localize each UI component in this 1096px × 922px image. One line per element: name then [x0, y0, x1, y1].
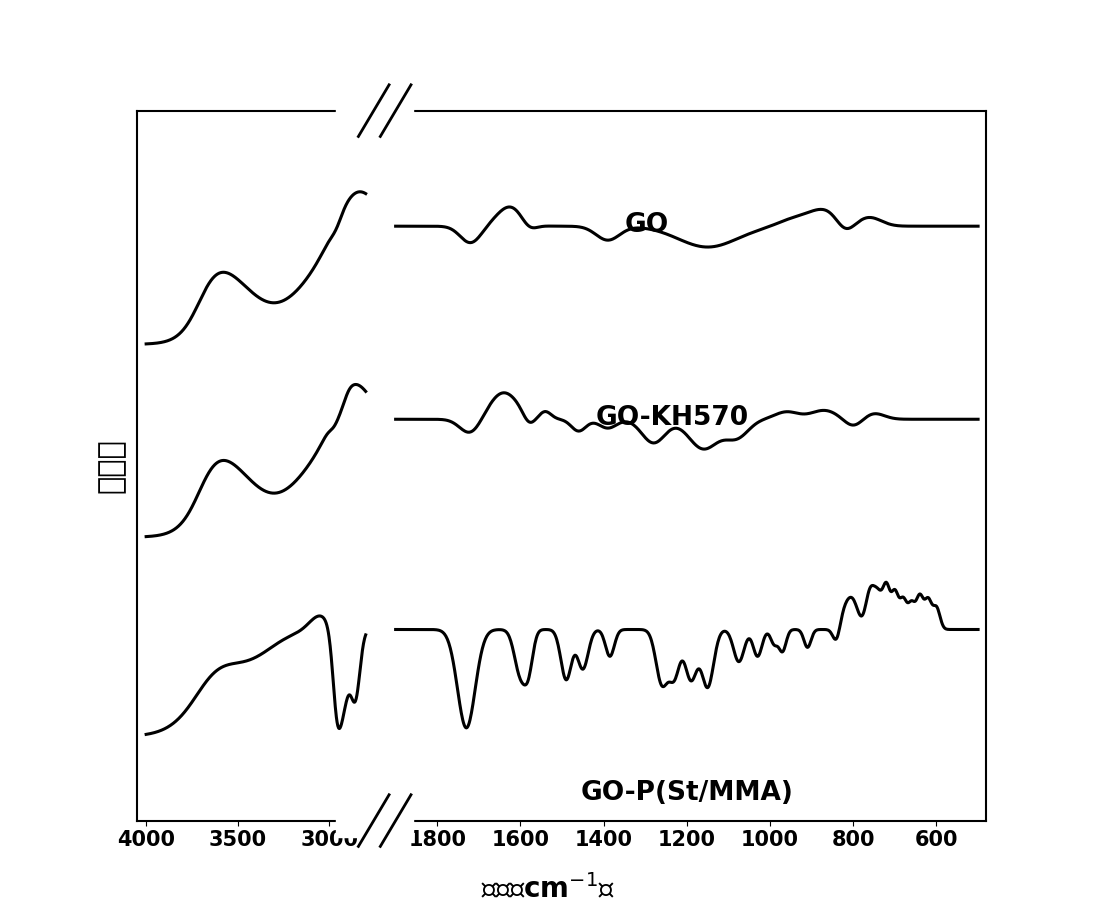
Text: GO-P(St/MMA): GO-P(St/MMA) — [581, 780, 794, 806]
Text: 波数（cm$^{-1}$）: 波数（cm$^{-1}$） — [481, 875, 615, 904]
Text: GO: GO — [625, 212, 669, 238]
Y-axis label: 透过率: 透过率 — [96, 438, 126, 493]
Text: GO-KH570: GO-KH570 — [595, 405, 749, 431]
